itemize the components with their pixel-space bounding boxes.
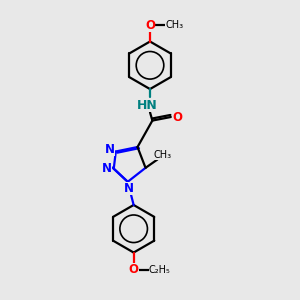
Text: N: N	[124, 182, 134, 195]
Text: O: O	[145, 19, 155, 32]
Text: CH₃: CH₃	[165, 20, 183, 30]
Text: HN: HN	[137, 99, 158, 112]
Text: O: O	[129, 263, 139, 276]
Text: N: N	[102, 162, 112, 175]
Text: C₂H₅: C₂H₅	[149, 265, 171, 275]
Text: O: O	[172, 110, 182, 124]
Text: N: N	[105, 142, 115, 156]
Text: CH₃: CH₃	[154, 150, 172, 160]
